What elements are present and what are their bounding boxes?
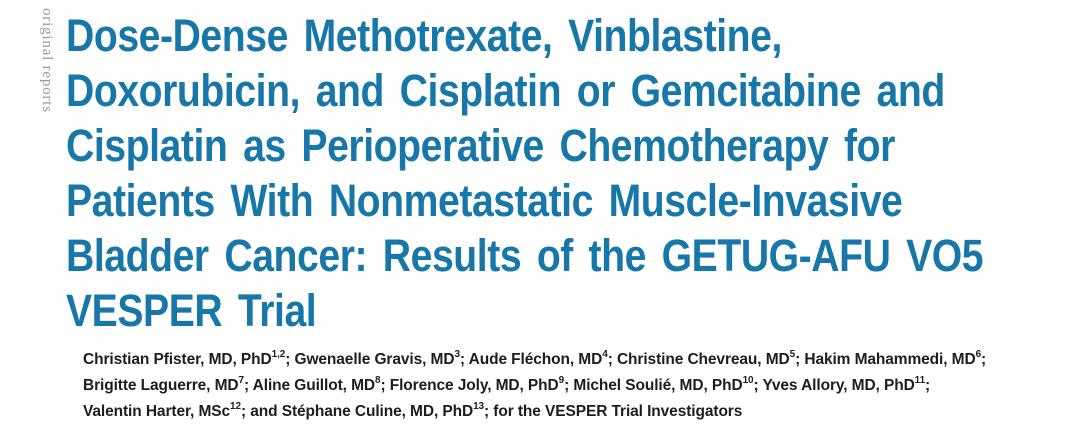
author-segment: ; Aude Fléchon, MD (459, 351, 603, 368)
article-title: Dose-Dense Methotrexate, Vinblastine, Dox… (66, 8, 984, 338)
author-segment: ; Hakim Mahammedi, MD (795, 351, 976, 368)
affiliation-superscript: 13 (473, 400, 485, 412)
affiliation-superscript: 10 (742, 374, 754, 386)
title-line: VESPER Trial (66, 285, 317, 336)
affiliation-superscript: 3 (454, 348, 460, 360)
affiliation-superscript: 11 (914, 374, 926, 386)
article-header: Dose-Dense Methotrexate, Vinblastine, Dox… (66, 8, 1076, 425)
author-line: Brigitte Laguerre, MD7; Aline Guillot, M… (83, 373, 1076, 399)
author-segment: ; Gwenaelle Gravis, MD (285, 351, 455, 368)
author-segment: ; Yves Allory, MD, PhD (753, 377, 915, 394)
affiliation-superscript: 1,2 (271, 348, 286, 360)
affiliation-superscript: 6 (975, 348, 982, 360)
title-line: Dose-Dense Methotrexate, Vinblastine, (66, 10, 782, 61)
title-line: Bladder Cancer: Results of the GETUG-AFU… (66, 230, 984, 281)
author-segment: ; Michel Soulié, MD, PhD (564, 377, 743, 394)
author-segment: ; and Stéphane Culine, MD, PhD (240, 403, 474, 420)
author-segment: ; Christine Chevreau, MD (607, 351, 790, 368)
author-segment: Christian Pfister, MD, PhD (83, 351, 272, 368)
title-line: Cisplatin as Perioperative Chemotherapy … (66, 120, 895, 171)
author-line: Valentin Harter, MSc12; and Stéphane Cul… (83, 399, 1076, 425)
author-segment: Valentin Harter, MSc (83, 403, 231, 420)
affiliation-superscript: 9 (558, 374, 565, 386)
author-segment: ; for the VESPER Trial Investigators (484, 403, 743, 420)
author-line: Christian Pfister, MD, PhD1,2; Gwenaelle… (83, 347, 1076, 373)
author-segment: ; (925, 377, 931, 394)
author-list: Christian Pfister, MD, PhD1,2; Gwenaelle… (83, 347, 1076, 425)
title-line: Patients With Nonmetastatic Muscle-Invas… (66, 175, 903, 226)
journal-section-label: original reports (39, 8, 55, 113)
affiliation-superscript: 5 (789, 348, 796, 360)
author-segment: Brigitte Laguerre, MD (83, 377, 239, 394)
author-segment: ; Aline Guillot, MD (243, 377, 375, 394)
author-segment: ; Florence Joly, MD, PhD (380, 377, 559, 394)
author-segment: ; (981, 351, 987, 368)
affiliation-superscript: 4 (602, 348, 608, 360)
affiliation-superscript: 12 (230, 400, 241, 412)
affiliation-superscript: 7 (238, 374, 245, 386)
affiliation-superscript: 8 (374, 374, 381, 386)
title-line: Doxorubicin, and Cisplatin or Gemcitabin… (66, 65, 945, 116)
